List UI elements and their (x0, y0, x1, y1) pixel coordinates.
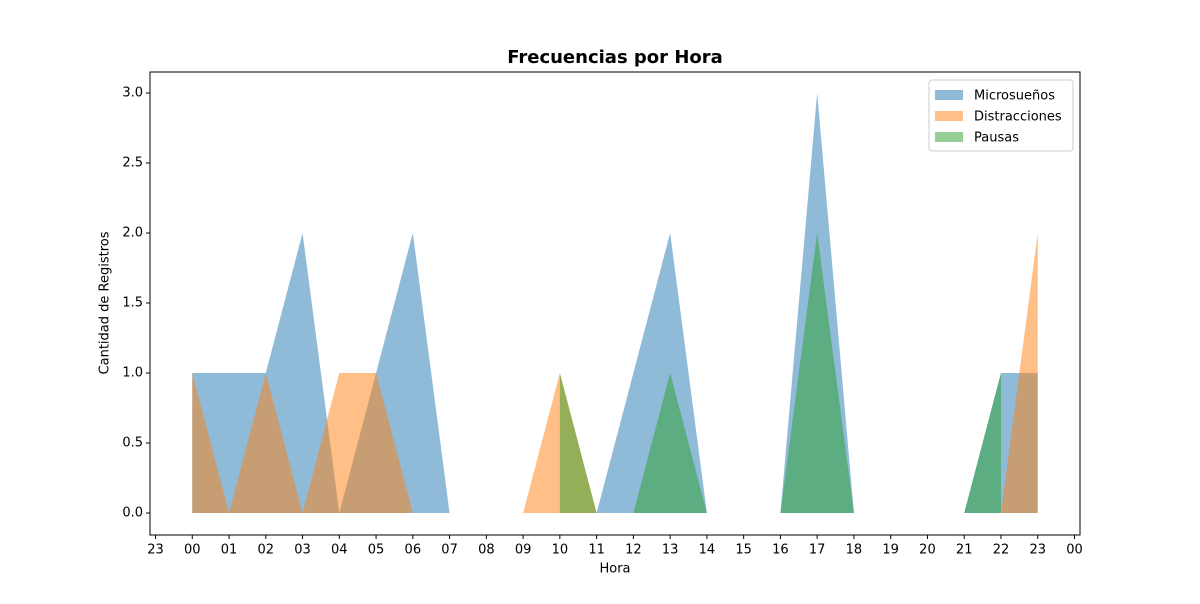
y-tick-label: 3.0 (122, 86, 143, 101)
x-tick-label: 14 (699, 543, 716, 558)
x-tick-label: 13 (662, 543, 679, 558)
x-tick-label: 19 (882, 543, 899, 558)
x-tick-label: 06 (405, 543, 422, 558)
x-tick-label: 11 (588, 543, 605, 558)
y-axis-label: Cantidad de Registros (98, 231, 113, 374)
legend-box (928, 79, 1074, 152)
x-tick-label: 00 (184, 543, 201, 558)
x-tick-label: 17 (809, 543, 826, 558)
x-tick-label: 21 (956, 543, 973, 558)
legend-label: Microsueños (974, 89, 1055, 104)
x-tick-label: 00 (1066, 543, 1083, 558)
legend-label: Pausas (974, 131, 1019, 146)
x-tick-label: 20 (919, 543, 936, 558)
legend-swatch (935, 90, 963, 100)
x-tick-label: 23 (147, 543, 164, 558)
area (559, 233, 1001, 514)
chart-title: Frecuencias por Hora (507, 47, 723, 68)
x-axis-label: Hora (599, 562, 630, 577)
x-tick-label: 23 (1029, 543, 1046, 558)
x-tick-label: 05 (368, 543, 385, 558)
y-tick-label: 2.5 (122, 156, 143, 171)
y-tick-label: 0.0 (122, 506, 143, 521)
y-tick-label: 1.0 (122, 366, 143, 381)
x-tick-label: 02 (258, 543, 275, 558)
legend-label: Distracciones (974, 110, 1062, 125)
area (192, 233, 1038, 514)
y-tick-label: 2.0 (122, 226, 143, 241)
x-tick-label: 07 (441, 543, 458, 558)
x-tick-label: 01 (221, 543, 238, 558)
x-tick-label: 04 (331, 543, 348, 558)
x-tick-label: 22 (993, 543, 1010, 558)
x-tick-label: 12 (625, 543, 642, 558)
x-tick-label: 08 (478, 543, 495, 558)
x-tick-label: 10 (552, 543, 569, 558)
legend-swatch (935, 111, 963, 121)
legend-swatch (935, 132, 963, 142)
x-tick-label: 09 (515, 543, 532, 558)
y-tick-label: 1.5 (122, 296, 143, 311)
x-tick-label: 18 (846, 543, 863, 558)
x-tick-label: 15 (735, 543, 752, 558)
y-tick-label: 0.5 (122, 436, 143, 451)
x-tick-label: 03 (294, 543, 311, 558)
x-tick-label: 16 (772, 543, 789, 558)
